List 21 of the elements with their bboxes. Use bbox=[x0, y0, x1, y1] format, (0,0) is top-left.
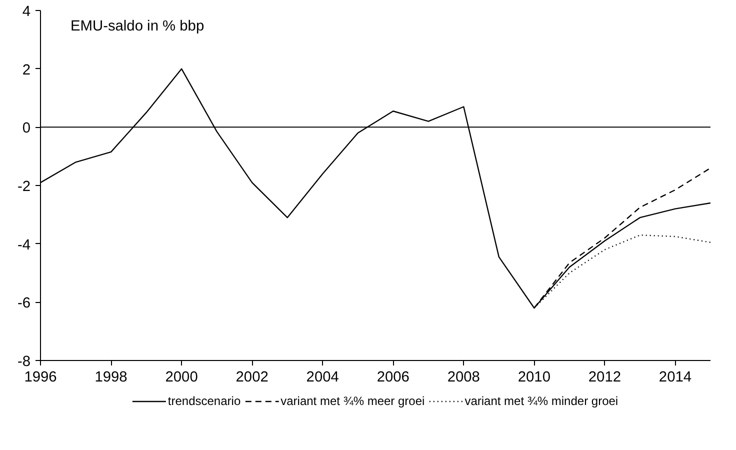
x-tick-label: 2002 bbox=[236, 370, 268, 386]
x-tick-label: 2004 bbox=[306, 370, 339, 386]
y-tick-label: -6 bbox=[17, 296, 31, 312]
legend-label: trendscenario bbox=[168, 394, 241, 408]
x-tick-label: 2014 bbox=[658, 370, 692, 386]
x-tick-label: 2012 bbox=[588, 370, 622, 386]
x-tick-label: 2000 bbox=[165, 370, 198, 386]
legend-label: variant met ¾% minder groei bbox=[464, 394, 618, 408]
x-tick-label: 2008 bbox=[447, 370, 480, 386]
x-tick-label: 2006 bbox=[376, 370, 410, 386]
y-tick-label: 0 bbox=[22, 120, 31, 137]
y-tick-label: -2 bbox=[17, 179, 31, 195]
text: EMU-saldo in % bbp bbox=[70, 18, 204, 34]
y-tick-label: -4 bbox=[17, 237, 31, 254]
y-tick-label: 2 bbox=[22, 62, 31, 78]
y-tick-label: 4 bbox=[22, 4, 31, 20]
x-tick-label: 1996 bbox=[24, 370, 57, 386]
x-tick-label: 1998 bbox=[94, 370, 128, 386]
x-tick-label: 2010 bbox=[518, 370, 550, 386]
legend-label: variant met ¾% meer groei bbox=[280, 394, 425, 408]
y-tick-label: -8 bbox=[17, 354, 31, 370]
